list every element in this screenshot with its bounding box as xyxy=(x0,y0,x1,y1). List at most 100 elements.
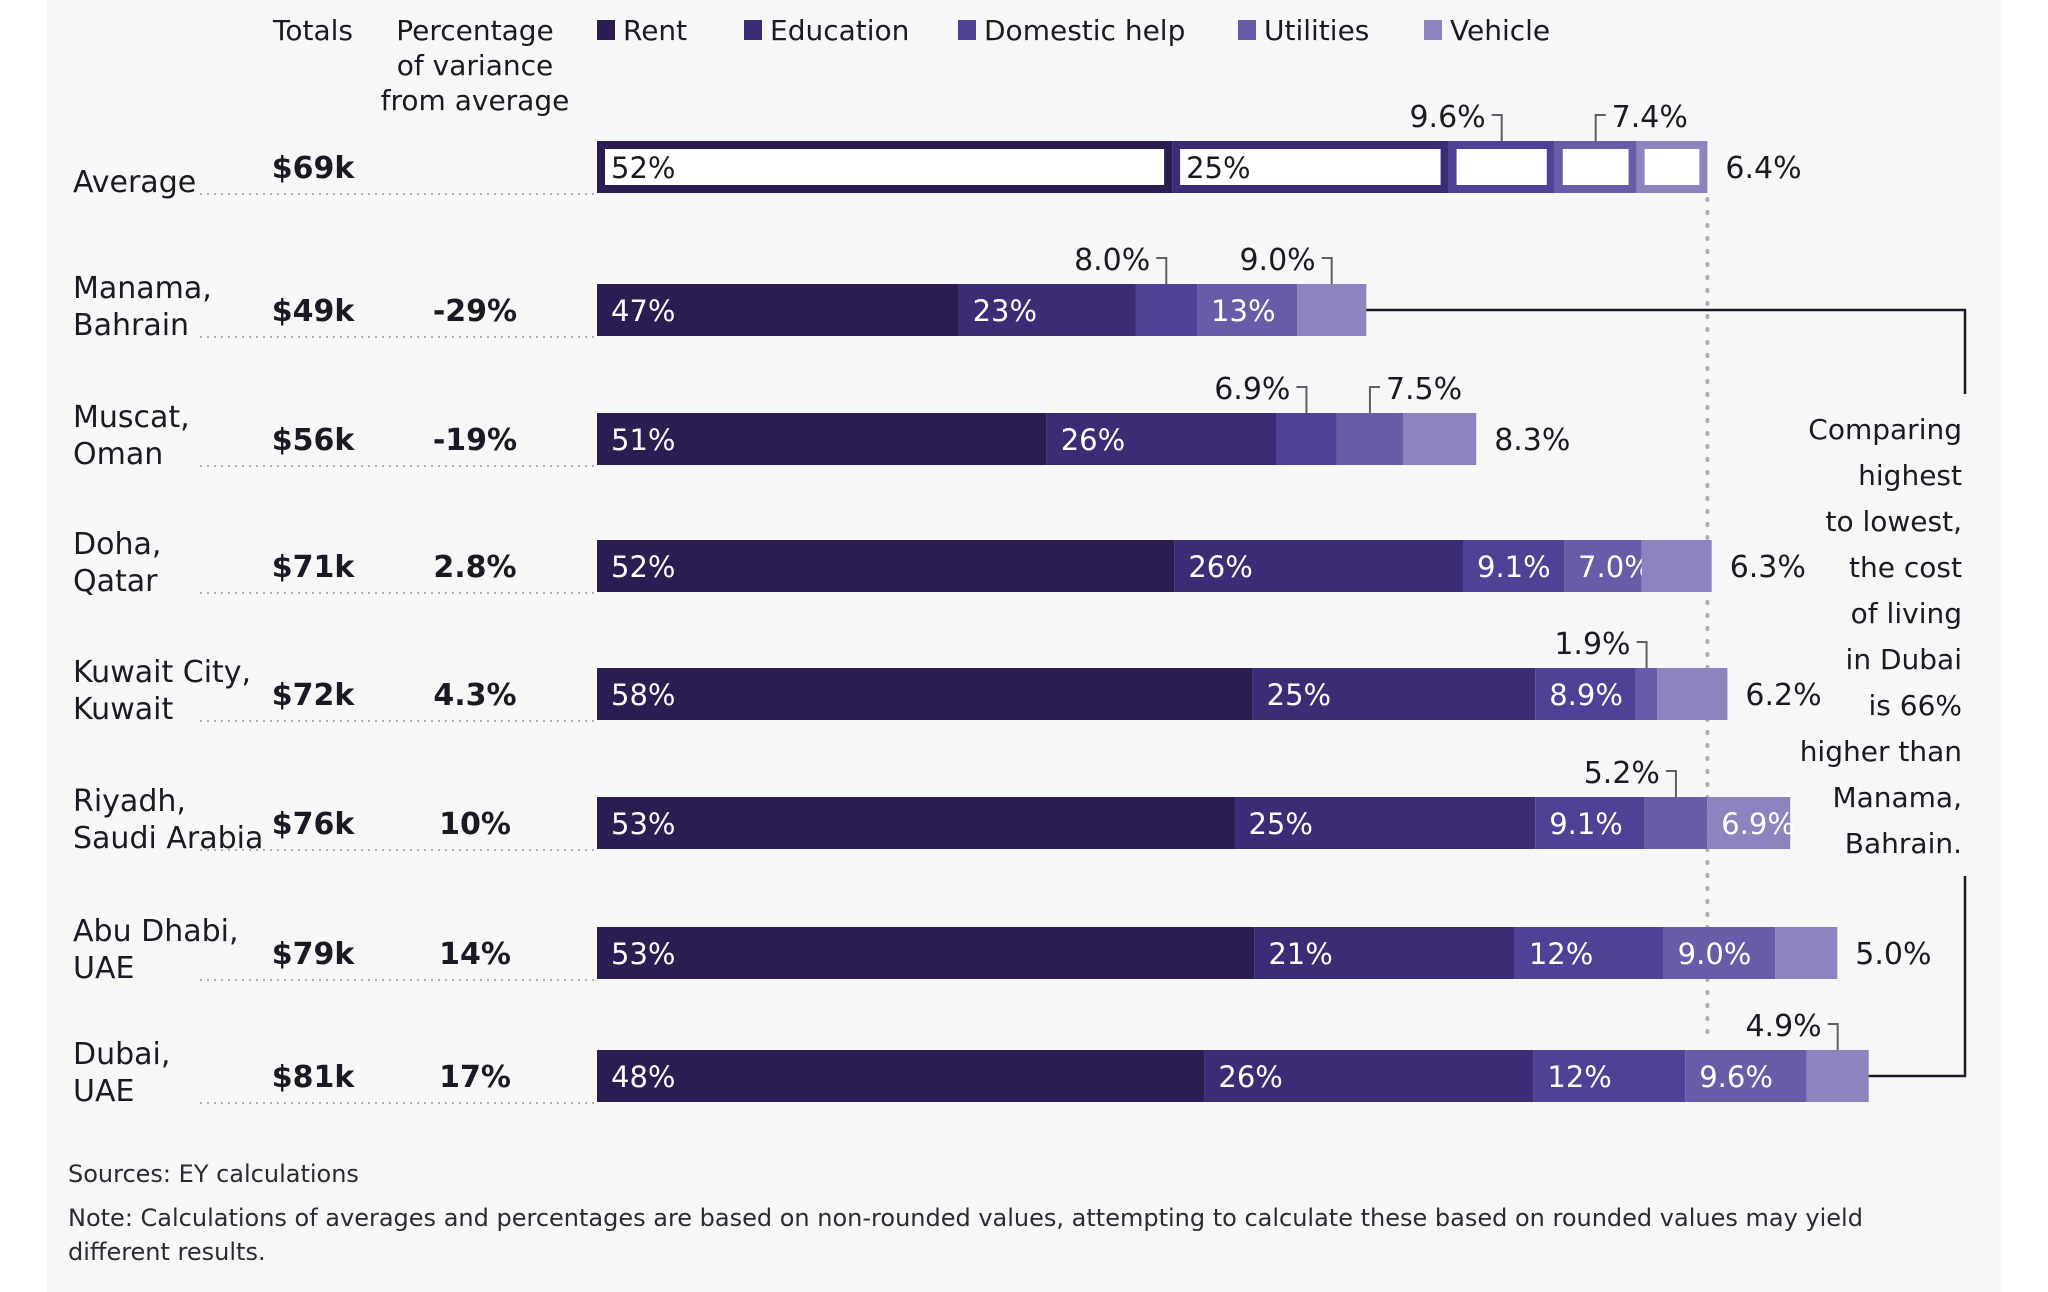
segment-education xyxy=(1254,927,1515,979)
city-label-line-2: Oman xyxy=(73,437,163,472)
segment-label: 53% xyxy=(611,807,675,841)
segment-education xyxy=(1172,141,1449,193)
segment-label-callout: 8.0% xyxy=(1074,243,1150,278)
row-manama-bahrain: Manama,Bahrain $49k -29% 47% 23% 8.0% 13% 9.0% xyxy=(73,243,1367,343)
variance-header-line-3: from average xyxy=(381,84,570,117)
callout-leader xyxy=(1368,386,1380,413)
segment-utilities xyxy=(1336,413,1404,465)
legend-label-rent: Rent xyxy=(623,14,687,47)
variance-value: 17% xyxy=(439,1060,511,1095)
row-average: Average $69k 52% 25% 9.6% 7.4% 6.4% xyxy=(73,100,1802,200)
segment-rent xyxy=(597,141,1173,193)
segment-label: 7.0% xyxy=(1578,550,1652,584)
segment-label: 47% xyxy=(611,294,675,328)
segment-label: 13% xyxy=(1211,294,1275,328)
segment-utilities xyxy=(1685,1050,1807,1102)
segment-label: 9.1% xyxy=(1549,807,1623,841)
city-label-line-1: Dubai, xyxy=(73,1037,170,1072)
city-label-line-2: Saudi Arabia xyxy=(73,821,263,856)
total-value: $71k xyxy=(272,550,356,585)
segment-rent xyxy=(597,540,1175,592)
segment-label-callout: 4.9% xyxy=(1745,1009,1821,1044)
city-label-line-2: Qatar xyxy=(73,564,158,599)
annotation-line: Bahrain. xyxy=(1845,827,1962,860)
segment-rent xyxy=(597,1050,1205,1102)
column-headers: Totals Percentage of variance from avera… xyxy=(272,14,569,117)
segment-label: 58% xyxy=(611,678,675,712)
segment-label: 12% xyxy=(1529,937,1593,971)
city-label-line-1: Abu Dhabi, xyxy=(73,914,239,949)
total-value: $49k xyxy=(272,294,356,329)
segment-rent xyxy=(597,284,959,336)
segment-domestic-help xyxy=(1535,797,1645,849)
total-value: $69k xyxy=(272,151,356,186)
annotation-line: of living xyxy=(1851,597,1962,630)
city-label: Average xyxy=(73,165,196,200)
note-line-1: Note: Calculations of averages and perce… xyxy=(68,1204,1863,1232)
annotation-line: highest xyxy=(1858,459,1962,492)
callout-leader xyxy=(1594,114,1606,141)
segment-vehicle xyxy=(1806,1050,1869,1102)
segment-label-callout: 7.5% xyxy=(1386,372,1462,407)
total-value: $79k xyxy=(272,937,356,972)
city-label-line-2: Kuwait xyxy=(73,692,173,727)
segment-label-outside: 5.0% xyxy=(1855,937,1931,972)
segment-label: 8.9% xyxy=(1549,678,1623,712)
bracket-bottom xyxy=(1868,876,1967,1078)
variance-value: 4.3% xyxy=(433,678,516,713)
segment-domestic-help xyxy=(1535,668,1636,720)
bracket-top xyxy=(1366,308,1967,394)
variance-value: 14% xyxy=(439,937,511,972)
note-line-2: different results. xyxy=(68,1238,266,1266)
segment-label: 6.9% xyxy=(1721,807,1795,841)
total-value: $81k xyxy=(272,1060,356,1095)
legend-swatch-rent xyxy=(597,20,615,40)
annotation-line: Manama, xyxy=(1832,781,1962,814)
variance-value: -19% xyxy=(433,423,517,458)
annotation-line: to lowest, xyxy=(1825,505,1962,538)
segment-domestic-help xyxy=(1514,927,1664,979)
segment-label: 9.0% xyxy=(1678,937,1752,971)
segment-label: 26% xyxy=(1188,550,1252,584)
segment-utilities xyxy=(1197,284,1298,336)
segment-label: 51% xyxy=(611,423,675,457)
segment-education xyxy=(1234,797,1536,849)
segment-vehicle xyxy=(1297,284,1367,336)
segment-label: 21% xyxy=(1268,937,1332,971)
city-label-line-1: Doha, xyxy=(73,527,161,562)
segment-domestic-help xyxy=(1463,540,1565,592)
total-value: $72k xyxy=(272,678,356,713)
city-label-line-1: Manama, xyxy=(73,271,212,306)
segment-label: 25% xyxy=(1267,678,1331,712)
legend-item-domestic-help: Domestic help xyxy=(958,14,1185,47)
segment-education xyxy=(1204,1050,1534,1102)
city-label-line-2: UAE xyxy=(73,951,134,986)
segment-label: 48% xyxy=(611,1060,675,1094)
legend-item-education: Education xyxy=(744,14,909,47)
annotation-line: is 66% xyxy=(1868,689,1962,722)
city-label-line-2: UAE xyxy=(73,1074,134,1109)
annotation-line: the cost xyxy=(1849,551,1962,584)
callout-leader xyxy=(1296,386,1308,413)
segment-education xyxy=(1174,540,1464,592)
segment-label: 53% xyxy=(611,937,675,971)
variance-header-line-2: of variance xyxy=(397,49,553,82)
legend-label-vehicle: Vehicle xyxy=(1450,14,1550,47)
annotation-line: in Dubai xyxy=(1846,643,1962,676)
row-doha-qatar: Doha,Qatar $71k 2.8% 52% 26% 9.1% 7.0% 6.3% xyxy=(73,527,1806,599)
segment-label: 23% xyxy=(973,294,1037,328)
callout-leader xyxy=(1491,114,1503,141)
legend-swatch-vehicle xyxy=(1424,20,1442,40)
bar-rows: Average $69k 52% 25% 9.6% 7.4% 6.4% Manama,Bahr… xyxy=(73,100,1932,1109)
segment-label: 26% xyxy=(1061,423,1125,457)
callout-leader xyxy=(1321,257,1333,284)
row-abu-dhabi-uae: Abu Dhabi,UAE $79k 14% 53% 21% 12% 9.0% 5.0% xyxy=(73,914,1932,986)
segment-label: 9.1% xyxy=(1477,550,1551,584)
segment-domestic-help xyxy=(1448,141,1555,193)
segment-utilities xyxy=(1564,540,1642,592)
total-value: $76k xyxy=(272,807,356,842)
variance-value: 2.8% xyxy=(433,550,516,585)
segment-utilities xyxy=(1635,668,1658,720)
segment-utilities xyxy=(1663,927,1776,979)
